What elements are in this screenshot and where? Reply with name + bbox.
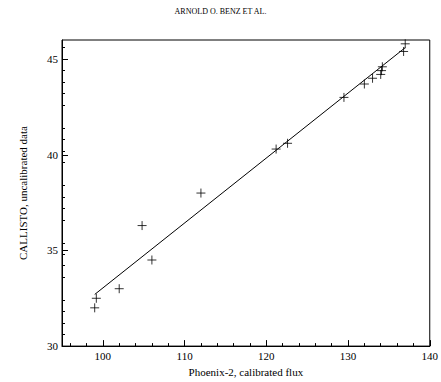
- svg-text:45: 45: [47, 53, 59, 65]
- svg-text:40: 40: [47, 149, 59, 161]
- svg-text:130: 130: [340, 350, 357, 362]
- svg-text:110: 110: [177, 350, 194, 362]
- svg-text:30: 30: [47, 340, 59, 352]
- svg-text:120: 120: [258, 350, 275, 362]
- svg-text:ARNOLD O. BENZ ET AL.: ARNOLD O. BENZ ET AL.: [175, 7, 267, 16]
- svg-text:CALLISTO, uncalibrated data: CALLISTO, uncalibrated data: [17, 126, 29, 260]
- svg-text:Phoenix-2, calibrated flux: Phoenix-2, calibrated flux: [189, 366, 304, 378]
- svg-text:35: 35: [47, 244, 59, 256]
- svg-text:100: 100: [95, 350, 112, 362]
- svg-text:140: 140: [422, 350, 439, 362]
